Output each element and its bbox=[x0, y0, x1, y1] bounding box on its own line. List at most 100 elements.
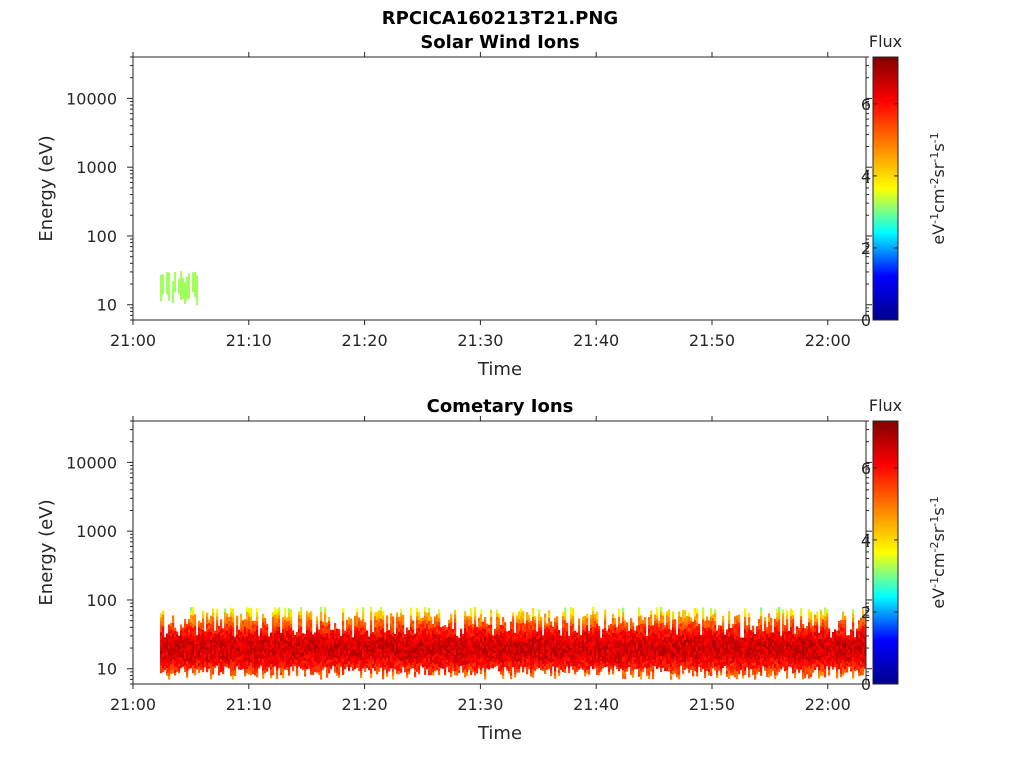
band-cell bbox=[424, 632, 426, 637]
band-cell bbox=[452, 655, 454, 658]
band-cell bbox=[758, 652, 760, 656]
band-cell bbox=[564, 632, 566, 637]
band-cell bbox=[198, 637, 200, 641]
band-cell bbox=[694, 667, 696, 671]
band-cell bbox=[408, 638, 410, 641]
band-cell bbox=[576, 669, 578, 672]
band-cell bbox=[538, 617, 540, 621]
band-cell bbox=[728, 611, 730, 616]
band-cell bbox=[702, 642, 704, 646]
band-cell bbox=[698, 659, 700, 662]
band-cell bbox=[336, 673, 338, 676]
band-cell bbox=[324, 644, 326, 648]
band-cell bbox=[326, 670, 328, 674]
band-cell bbox=[280, 670, 282, 673]
band-cell bbox=[290, 624, 292, 628]
band-cell bbox=[246, 657, 248, 662]
band-cell bbox=[726, 635, 728, 638]
band-cell bbox=[170, 648, 172, 652]
band-cell bbox=[662, 643, 664, 647]
band-cell bbox=[636, 628, 638, 631]
band-cell bbox=[530, 642, 532, 646]
band-cell bbox=[300, 657, 302, 661]
band-cell bbox=[766, 649, 768, 653]
band-cell bbox=[476, 670, 478, 673]
band-cell bbox=[222, 657, 224, 660]
band-cell bbox=[234, 649, 236, 652]
band-cell bbox=[374, 627, 376, 631]
band-cell bbox=[556, 661, 558, 665]
band-cell bbox=[560, 667, 562, 670]
band-cell bbox=[316, 648, 318, 652]
band-cell bbox=[570, 607, 572, 611]
y-tick-label: 10000 bbox=[66, 89, 117, 108]
band-cell bbox=[520, 627, 522, 631]
band-cell bbox=[318, 641, 320, 644]
band-cell bbox=[700, 653, 702, 656]
band-cell bbox=[330, 652, 332, 655]
band-cell bbox=[570, 629, 572, 633]
band-cell bbox=[358, 624, 360, 628]
band-cell bbox=[444, 672, 446, 676]
band-cell bbox=[212, 608, 214, 613]
band-cell bbox=[328, 621, 330, 625]
band-cell bbox=[322, 634, 324, 637]
band-cell bbox=[454, 634, 456, 639]
band-cell bbox=[420, 633, 422, 636]
band-cell bbox=[592, 665, 594, 669]
band-cell bbox=[612, 621, 614, 625]
band-cell bbox=[678, 666, 680, 671]
band-cell bbox=[170, 664, 172, 668]
band-cell bbox=[454, 659, 456, 664]
band-cell bbox=[568, 657, 570, 660]
band-cell bbox=[610, 627, 612, 630]
band-cell bbox=[426, 613, 428, 617]
band-cell bbox=[240, 656, 242, 660]
band-cell bbox=[474, 633, 476, 638]
band-cell bbox=[548, 665, 550, 669]
band-cell bbox=[396, 643, 398, 647]
band-cell bbox=[424, 615, 426, 620]
band-cell bbox=[258, 646, 260, 648]
band-cell bbox=[354, 636, 356, 640]
band-cell bbox=[318, 635, 320, 638]
band-cell bbox=[186, 674, 188, 678]
band-cell bbox=[264, 663, 266, 667]
band-cell bbox=[176, 637, 178, 640]
band-cell bbox=[316, 627, 318, 631]
band-cell bbox=[660, 668, 662, 673]
band-cell bbox=[500, 665, 502, 669]
band-cell bbox=[450, 645, 452, 649]
band-cell bbox=[298, 625, 300, 629]
band-cell bbox=[274, 626, 276, 630]
band-cell bbox=[166, 673, 168, 676]
band-cell bbox=[502, 640, 504, 644]
band-cell bbox=[324, 618, 326, 622]
band-cell bbox=[248, 621, 250, 626]
band-cell bbox=[584, 631, 586, 635]
band-cell bbox=[520, 616, 522, 620]
band-cell bbox=[216, 637, 218, 641]
band-cell bbox=[530, 666, 532, 670]
band-cell bbox=[222, 654, 224, 657]
band-cell bbox=[392, 648, 394, 652]
band-cell bbox=[166, 652, 168, 655]
band-cell bbox=[450, 618, 452, 622]
band-cell bbox=[596, 627, 598, 631]
band-cell bbox=[336, 655, 338, 658]
band-cell bbox=[618, 667, 620, 671]
band-cell bbox=[480, 614, 482, 618]
band-cell bbox=[386, 646, 388, 650]
band-cell bbox=[760, 625, 762, 630]
band-cell bbox=[340, 640, 342, 642]
band-cell bbox=[528, 618, 530, 622]
band-cell bbox=[712, 644, 714, 648]
band-cell bbox=[280, 662, 282, 665]
band-cell bbox=[702, 627, 704, 631]
band-cell bbox=[280, 641, 282, 644]
band-cell bbox=[654, 637, 656, 641]
band-cell bbox=[390, 641, 392, 645]
band-cell bbox=[416, 648, 418, 652]
band-cell bbox=[668, 625, 670, 629]
band-cell bbox=[440, 640, 442, 643]
